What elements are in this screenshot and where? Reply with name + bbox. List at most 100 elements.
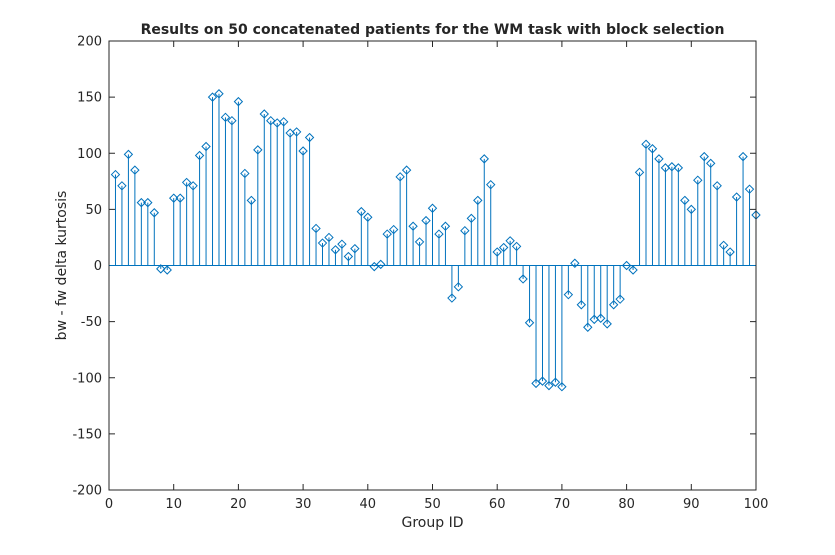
stem-marker (537, 376, 548, 386)
stem-marker (479, 154, 489, 164)
stem-marker (518, 274, 528, 284)
stem-marker (188, 181, 198, 191)
stem-marker (149, 208, 159, 218)
stem-series (109, 89, 761, 392)
stem-marker (162, 265, 172, 275)
x-tick-label: 20 (230, 497, 247, 512)
stem-marker (201, 141, 211, 152)
stem-marker (356, 206, 367, 217)
stem-marker (266, 115, 276, 126)
stem-marker (304, 132, 315, 143)
stem-marker (337, 239, 347, 249)
stem-marker (466, 213, 477, 224)
stem-marker (453, 282, 464, 292)
stem-marker (363, 212, 373, 222)
stem-marker (460, 225, 470, 236)
stem-marker (175, 193, 185, 203)
stem-marker (324, 232, 334, 243)
stem-marker (544, 380, 554, 391)
stem-marker (382, 229, 392, 239)
stem-marker (583, 322, 593, 332)
stem-marker (447, 293, 457, 303)
stem-marker (440, 221, 451, 231)
stem-marker (576, 300, 587, 310)
stem-marker (680, 195, 690, 206)
stem-marker (181, 177, 192, 188)
stem-marker (712, 181, 722, 191)
stem-marker (699, 151, 709, 162)
x-tick-label: 10 (165, 497, 182, 512)
stem-marker (343, 251, 354, 262)
stem-marker (563, 289, 574, 300)
stem-marker (686, 204, 697, 215)
stem-marker (667, 162, 677, 172)
stem-marker (278, 117, 289, 127)
stem-marker (628, 265, 638, 275)
stem-marker (498, 242, 509, 253)
stem-marker (401, 165, 412, 175)
stem-marker (317, 238, 328, 248)
stem-marker (511, 241, 522, 252)
stem-marker (123, 149, 134, 160)
axes-box (108, 40, 757, 491)
stem-marker (738, 151, 748, 162)
x-tick-label: 0 (105, 497, 113, 512)
y-tick-label: 150 (77, 91, 102, 106)
stem-marker (596, 313, 606, 323)
stem-marker (376, 259, 386, 270)
y-tick-label: -100 (72, 371, 102, 386)
x-tick-label: 90 (683, 497, 700, 512)
stem-marker (298, 146, 308, 156)
x-tick-label: 30 (295, 497, 312, 512)
stem-marker (227, 115, 237, 126)
stem-marker (531, 378, 541, 389)
stem-marker (608, 300, 619, 310)
stem-marker (641, 139, 651, 149)
stem-marker (693, 175, 703, 185)
stem-marker (473, 195, 483, 206)
stem-marker (718, 240, 729, 251)
stem-marker (654, 154, 664, 164)
stem-marker (602, 319, 612, 329)
stem-marker (246, 195, 257, 206)
stem-marker (233, 96, 244, 107)
stem-marker (634, 167, 645, 178)
stem-marker (492, 247, 502, 257)
stem-marker (110, 169, 121, 180)
stem-marker (427, 203, 438, 213)
stem-marker (136, 197, 147, 208)
stem-marker (311, 223, 321, 234)
stem-marker (369, 261, 379, 272)
stem-marker (615, 294, 625, 304)
y-tick-label: 200 (77, 35, 102, 50)
y-tick-label: 0 (94, 259, 102, 274)
stem-marker (731, 192, 742, 202)
stem-marker (744, 184, 755, 194)
stem-marker (117, 181, 127, 191)
stem-marker (647, 144, 658, 154)
chart-title: Results on 50 concatenated patients for … (141, 22, 725, 38)
stem-marker (673, 163, 684, 173)
stem-marker (168, 193, 179, 203)
stem-marker (388, 224, 399, 235)
x-tick-label: 40 (360, 497, 377, 512)
stem-marker (621, 260, 632, 271)
x-axis-label: Group ID (402, 515, 464, 531)
y-tick-label: -50 (81, 315, 102, 330)
x-tick-label: 100 (744, 497, 769, 512)
stem-marker (434, 229, 444, 239)
stem-marker (350, 243, 360, 254)
stem-marker (253, 145, 263, 155)
stem-marker (486, 179, 496, 190)
stem-marker (421, 215, 431, 226)
stem-marker (156, 264, 166, 274)
axis-ticks: 0 10 20 30 40 50 60 70 80 90 100 -200 -150 -100 -50 0 50… (72, 35, 768, 513)
y-tick-label: 50 (85, 203, 102, 218)
stem-marker (395, 172, 405, 182)
stem-marker (550, 377, 561, 387)
stem-marker (570, 258, 580, 268)
stem-marker (408, 221, 418, 231)
stem-marker (207, 92, 218, 102)
stem-marker (725, 247, 735, 257)
